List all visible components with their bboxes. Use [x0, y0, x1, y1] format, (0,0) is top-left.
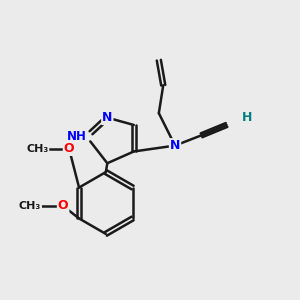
Text: O: O — [58, 200, 68, 212]
Text: N: N — [102, 111, 112, 124]
Text: N: N — [170, 139, 180, 152]
Text: O: O — [64, 142, 74, 155]
Text: CH₃: CH₃ — [26, 143, 48, 154]
Text: H: H — [242, 111, 252, 124]
Text: CH₃: CH₃ — [19, 201, 41, 211]
Text: NH: NH — [67, 130, 87, 143]
